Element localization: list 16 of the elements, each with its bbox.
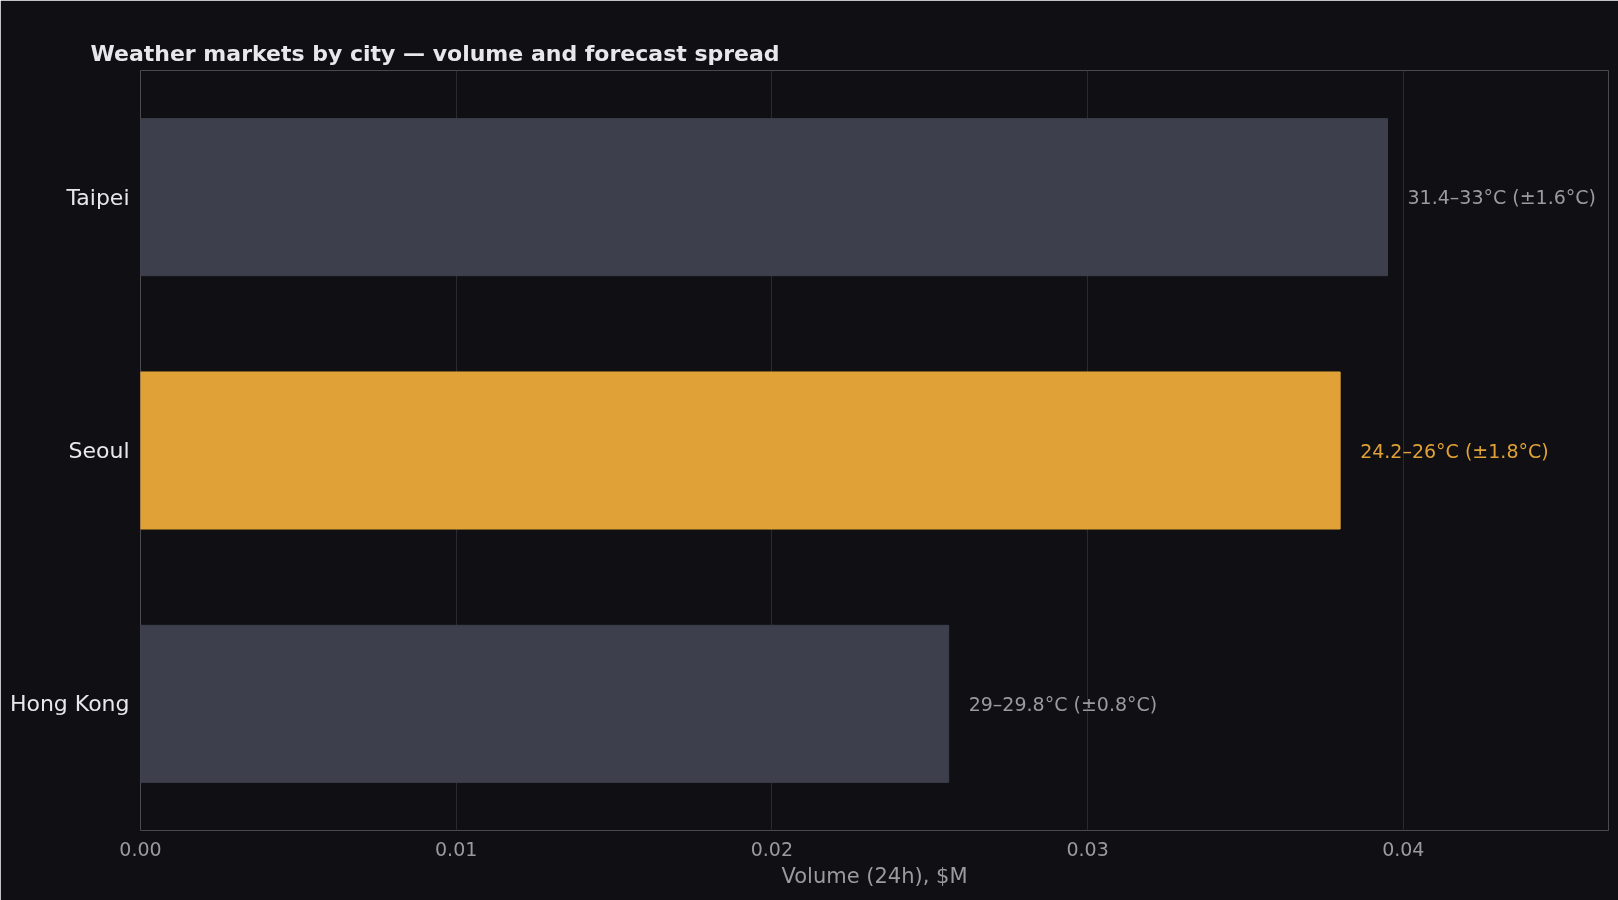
y-tick-label: Seoul	[68, 438, 130, 463]
data-label: 29–29.8°C (±0.8°C)	[968, 692, 1158, 715]
bar	[140, 371, 1341, 530]
x-tick-label: 0.03	[1066, 837, 1109, 860]
bar	[140, 118, 1389, 277]
x-tick-label: 0.02	[750, 837, 794, 860]
data-label: 24.2–26°C (±1.8°C)	[1360, 439, 1549, 462]
x-axis-title: Volume (24h), $M	[781, 863, 968, 888]
chart-title: Weather markets by city — volume and forecast spread	[90, 40, 780, 66]
x-tick-label: 0.01	[435, 837, 478, 860]
x-tick-label: 0.04	[1382, 837, 1425, 860]
bar	[140, 624, 950, 783]
data-label: 31.4–33°C (±1.6°C)	[1407, 186, 1597, 209]
x-tick-label: 0.00	[119, 837, 162, 860]
y-tick-label: Hong Kong	[9, 691, 130, 717]
y-tick-label: Taipei	[65, 184, 130, 210]
